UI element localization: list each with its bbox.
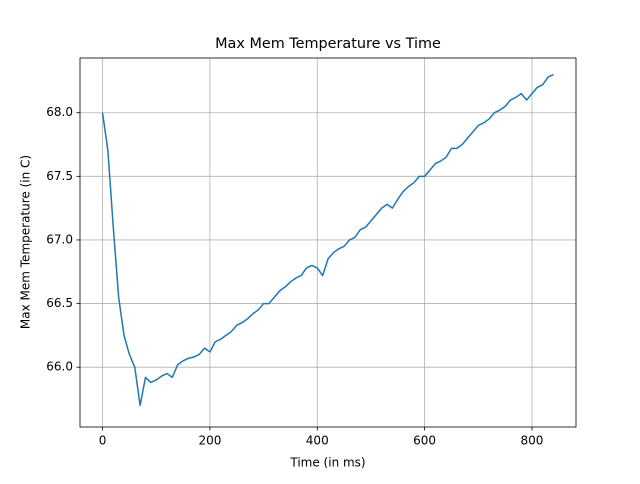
x-tick-label: 800 [521,434,544,448]
x-axis-label: Time (in ms) [289,456,365,470]
chart-title: Max Mem Temperature vs Time [215,36,441,52]
x-tick-label: 200 [198,434,221,448]
x-tick-label: 400 [306,434,329,448]
y-tick-label: 68.0 [46,105,73,119]
y-tick-label: 67.0 [46,232,73,246]
y-axis-label: Max Mem Temperature (in C) [19,155,33,329]
plot [101,73,554,407]
x-tick-label: 600 [413,434,436,448]
y-tick-label: 66.5 [46,296,73,310]
data-line [101,73,554,407]
y-tick-label: 67.5 [46,169,73,183]
y-tick-label: 66.0 [46,360,73,374]
grid [80,58,576,427]
axes-frame [79,57,577,428]
x-tick-label: 0 [99,434,107,448]
